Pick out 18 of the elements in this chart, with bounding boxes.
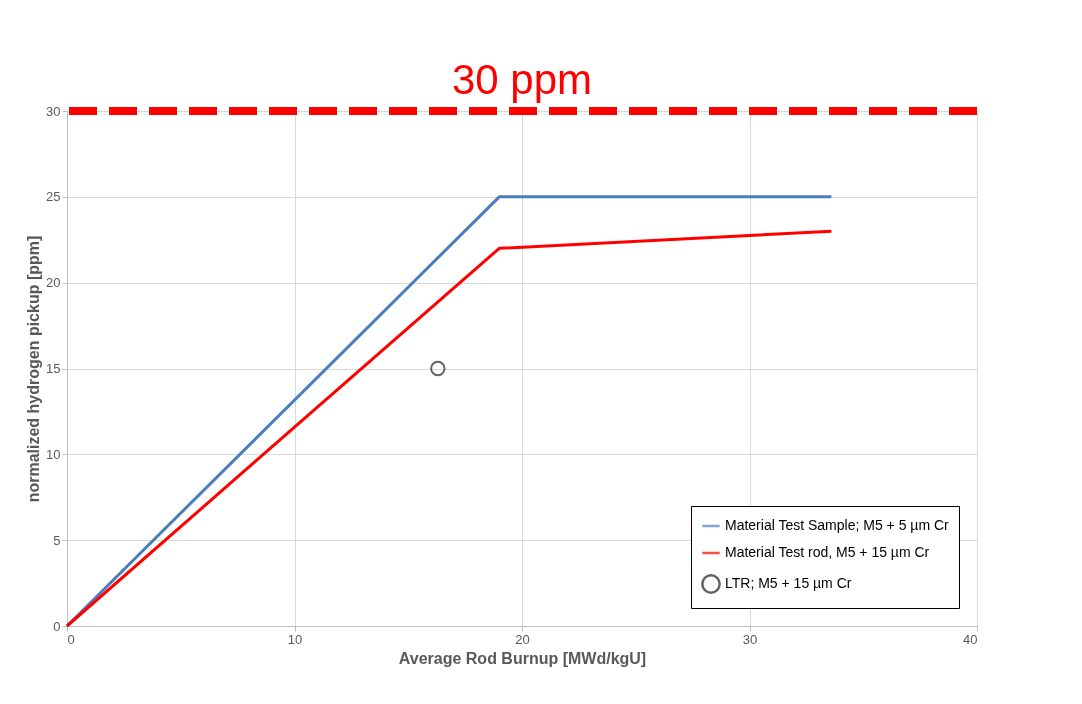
legend-label: LTR; M5 + 15 µm Cr [725, 575, 852, 591]
y-tick-label: 0 [53, 618, 61, 634]
y-tick-label: 15 [46, 361, 61, 376]
y-axis-title: normalized hydrogen pickup [ppm] [25, 235, 43, 503]
x-tick-label: 30 [742, 631, 758, 647]
y-tick-label: 5 [53, 532, 61, 548]
x-tick-label: 20 [515, 631, 530, 647]
y-tick-label: 10 [46, 446, 61, 462]
ref-line-label: 30 ppm [451, 56, 593, 103]
x-tick-label: 10 [287, 631, 303, 647]
y-tick-label: 20 [46, 275, 61, 291]
x-tick-label: 0 [67, 631, 75, 647]
legend-label: Material Test Sample; M5 + 5 µm Cr [725, 517, 950, 533]
legend-label: Material Test rod, M5 + 15 µm Cr [725, 544, 930, 560]
x-axis-title: Average Rod Burnup [MWd/kgU] [398, 649, 647, 667]
y-tick-label: 30 [46, 103, 61, 119]
y-tick-label: 25 [46, 189, 61, 205]
x-tick-label: 40 [963, 631, 978, 647]
